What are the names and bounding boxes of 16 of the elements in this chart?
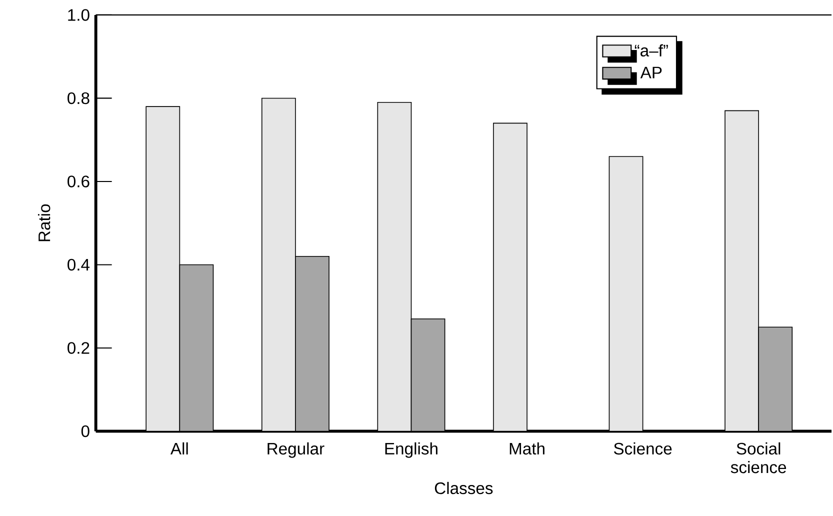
x-tick-label: All bbox=[170, 442, 188, 454]
x-tick-label: Math bbox=[510, 442, 544, 455]
y-tick-label: 0.4 bbox=[68, 258, 90, 271]
x-axis-title: Classes bbox=[434, 482, 493, 494]
y-tick-label: 0.8 bbox=[68, 92, 90, 104]
x-tick-label: Social science bbox=[730, 442, 786, 474]
y-tick-label: 1.0 bbox=[68, 9, 90, 21]
legend-label: AP bbox=[640, 66, 662, 78]
y-tick-label: 0.6 bbox=[68, 176, 90, 188]
x-tick-label: Science bbox=[614, 442, 672, 455]
x-tick-label: Regular bbox=[268, 442, 324, 458]
legend-label: “a–f” bbox=[634, 44, 668, 56]
y-tick-label: 0.2 bbox=[68, 342, 90, 354]
x-tick-label: English bbox=[385, 442, 438, 458]
y-tick-label: 0 bbox=[81, 425, 90, 438]
y-axis-title: Ratio bbox=[38, 204, 50, 242]
